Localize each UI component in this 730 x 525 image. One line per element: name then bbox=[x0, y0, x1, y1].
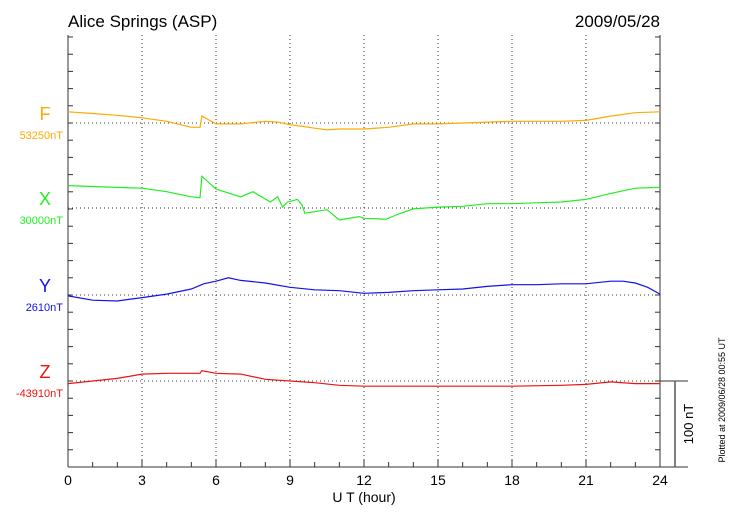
series-labels: F 53250nT X 30000nT Y 2610nT Z -43910nT bbox=[16, 104, 63, 400]
x-tick-label: 24 bbox=[652, 472, 668, 488]
axes: 0 3 6 9 12 15 18 21 24 bbox=[64, 35, 688, 488]
baseline-value-f: 53250nT bbox=[20, 130, 64, 142]
plotted-at-footer: Plotted at 2009/06/28 00:55 UT bbox=[717, 337, 727, 463]
chart-title: Alice Springs (ASP) bbox=[68, 12, 217, 31]
series-line-x bbox=[67, 174, 661, 221]
series-name-y: Y bbox=[39, 276, 51, 296]
series-line-y bbox=[67, 277, 661, 302]
grid bbox=[68, 35, 660, 467]
chart-date: 2009/05/28 bbox=[575, 12, 660, 31]
baseline-value-x: 30000nT bbox=[20, 215, 64, 227]
series-group bbox=[67, 111, 661, 387]
series-name-z: Z bbox=[40, 362, 51, 382]
baseline-value-y: 2610nT bbox=[26, 302, 64, 314]
series-name-f: F bbox=[40, 104, 51, 124]
x-tick-label: 6 bbox=[212, 472, 220, 488]
series-line-f bbox=[67, 111, 661, 131]
series-line-z bbox=[67, 370, 660, 387]
x-tick-label: 0 bbox=[64, 472, 72, 488]
x-tick-label: 21 bbox=[578, 472, 594, 488]
baseline-value-z: -43910nT bbox=[16, 388, 63, 400]
series-name-x: X bbox=[39, 189, 51, 209]
x-tick-label: 18 bbox=[504, 472, 520, 488]
x-tick-label: 9 bbox=[286, 472, 294, 488]
x-tick-label: 12 bbox=[356, 472, 372, 488]
scale-bar-label: 100 nT bbox=[681, 404, 696, 445]
x-tick-label: 3 bbox=[138, 472, 146, 488]
x-axis-label: U T (hour) bbox=[332, 489, 395, 505]
x-tick-label: 15 bbox=[430, 472, 446, 488]
